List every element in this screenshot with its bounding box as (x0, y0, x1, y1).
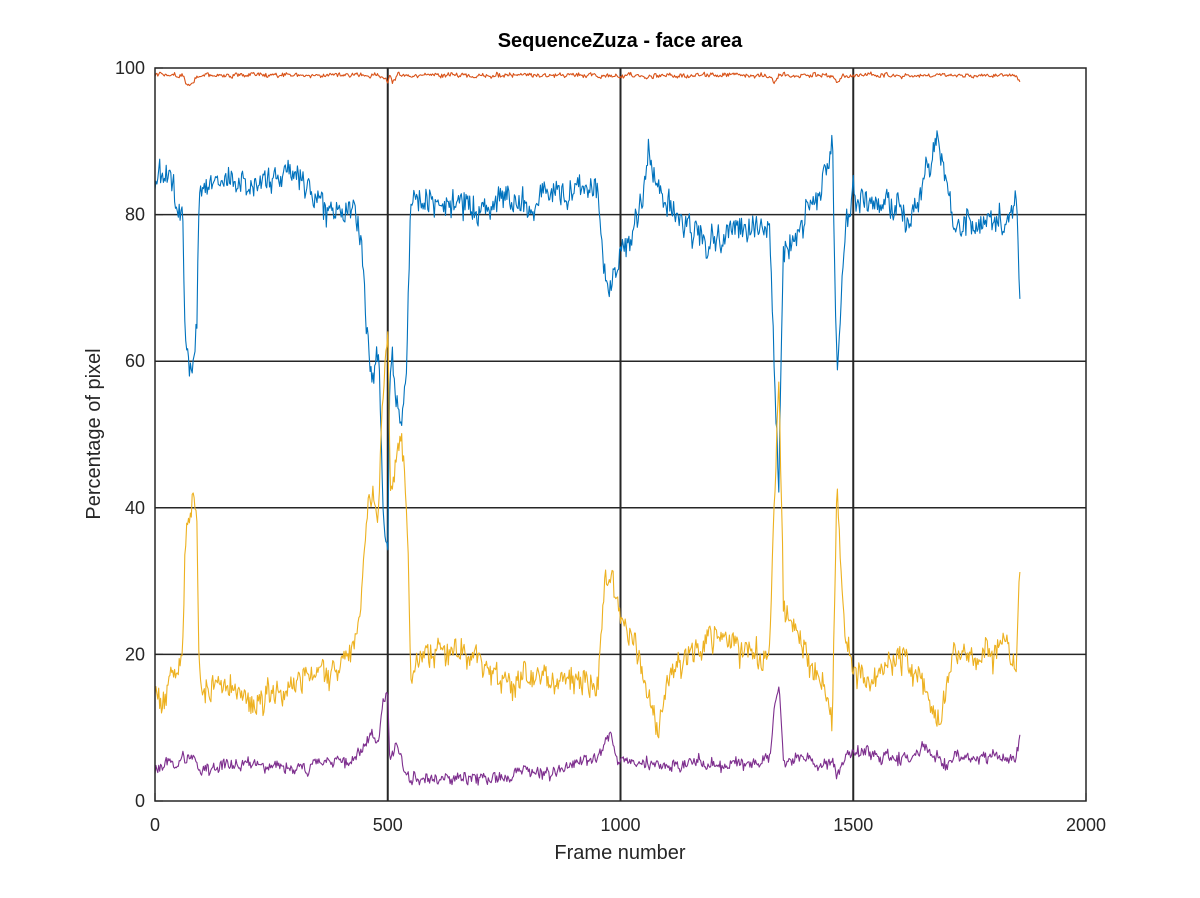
series-line-2 (154, 71, 1021, 87)
series-line-4 (154, 686, 1021, 786)
series-line-1 (154, 130, 1021, 551)
y-tick-label: 0 (135, 791, 145, 811)
x-tick-label: 0 (150, 815, 160, 835)
y-axis-label: Percentage of pixel (83, 348, 105, 519)
y-tick-label: 60 (125, 351, 145, 371)
x-axis-label: Frame number (554, 842, 685, 864)
y-tick-label: 20 (125, 644, 145, 664)
x-tick-label: 500 (373, 815, 403, 835)
x-tick-label: 2000 (1066, 815, 1106, 835)
x-tick-label: 1000 (600, 815, 640, 835)
chart-title: SequenceZuza - face area (498, 30, 743, 52)
series-line-3 (154, 331, 1021, 739)
grid (155, 68, 1086, 801)
series-layer (154, 71, 1021, 786)
y-tick-label: 40 (125, 498, 145, 518)
y-tick-label: 100 (115, 58, 145, 78)
ticks: 0 500 1000 1500 2000 0 20 40 60 80 100 (115, 58, 1106, 835)
y-tick-label: 80 (125, 205, 145, 225)
x-tick-label: 1500 (833, 815, 873, 835)
